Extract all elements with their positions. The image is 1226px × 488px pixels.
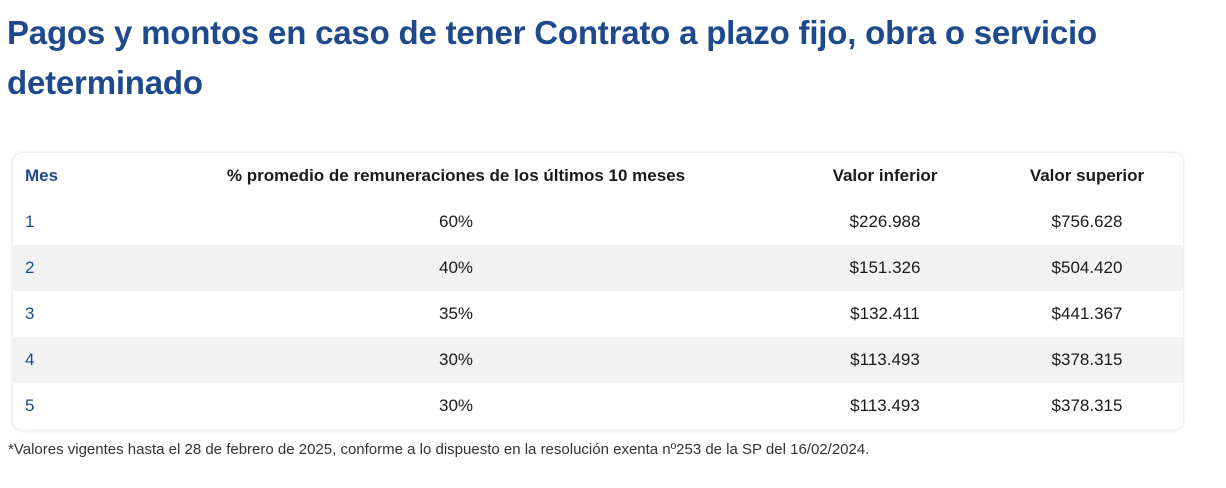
cell-valor-superior: $504.420 — [991, 245, 1183, 291]
cell-valor-inferior: $113.493 — [850, 396, 920, 415]
cell-mes: 2 — [13, 245, 133, 291]
cell-valor-inferior: $132.411 — [850, 304, 920, 323]
page-title: Pagos y montos en caso de tener Contrato… — [7, 14, 1097, 101]
cell-valor-superior: $441.367 — [1051, 304, 1123, 323]
table-header-row: Mes % promedio de remuneraciones de los … — [13, 153, 1183, 199]
table-row: 1 60% $226.988 $756.628 — [13, 199, 1183, 245]
header-porcentaje: % promedio de remuneraciones de los últi… — [226, 166, 686, 185]
cell-mes: 4 — [13, 337, 133, 383]
cell-valor-inferior: $151.326 — [779, 245, 991, 291]
cell-porcentaje: 60% — [438, 212, 474, 231]
cell-mes: 3 — [25, 304, 35, 323]
cell-mes: 1 — [25, 212, 35, 231]
cell-porcentaje: 35% — [438, 304, 474, 323]
table-row: 5 30% $113.493 $378.315 — [13, 383, 1183, 429]
cell-valor-superior: $378.315 — [1051, 396, 1123, 415]
payments-table: Mes % promedio de remuneraciones de los … — [13, 153, 1183, 429]
table-row: 2 40% $151.326 $504.420 — [13, 245, 1183, 291]
table-row: 4 30% $113.493 $378.315 — [13, 337, 1183, 383]
cell-porcentaje: 30% — [438, 396, 474, 415]
cell-valor-inferior: $226.988 — [849, 212, 921, 231]
cell-valor-superior: $378.315 — [991, 337, 1183, 383]
payments-table-card: Mes % promedio de remuneraciones de los … — [13, 153, 1183, 430]
footnote: *Valores vigentes hasta el 28 de febrero… — [8, 441, 870, 458]
cell-valor-inferior: $113.493 — [779, 337, 991, 383]
header-mes: Mes — [25, 166, 59, 185]
header-valor-superior: Valor superior — [1029, 166, 1145, 185]
cell-porcentaje: 40% — [133, 245, 779, 291]
table-row: 3 35% $132.411 $441.367 — [13, 291, 1183, 337]
cell-mes: 5 — [25, 396, 35, 415]
cell-porcentaje: 30% — [133, 337, 779, 383]
header-valor-inferior: Valor inferior — [832, 166, 938, 185]
cell-valor-superior: $756.628 — [1051, 212, 1123, 231]
